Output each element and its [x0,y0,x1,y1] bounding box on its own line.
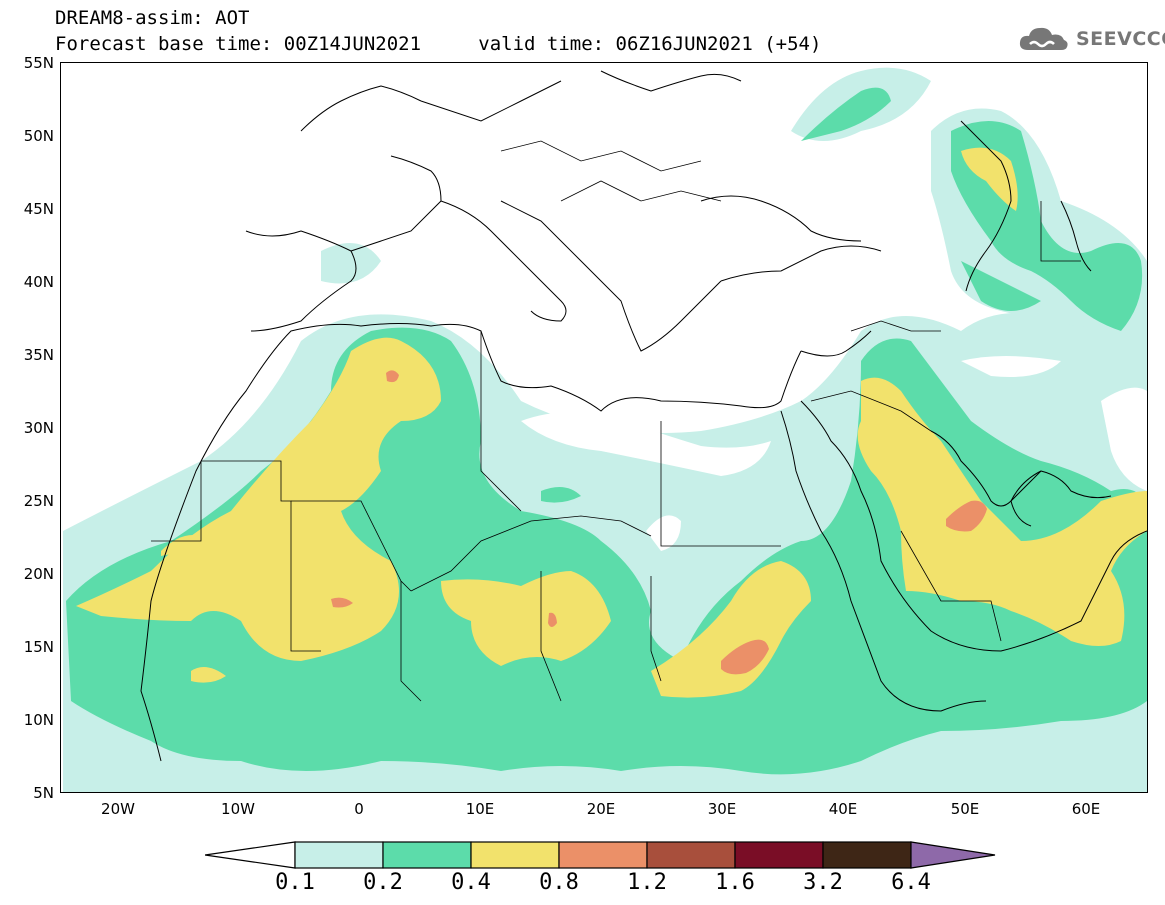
colorbar [205,841,996,869]
valid-time-label: valid time: 06Z16JUN2021 (+54) [478,33,822,55]
colorbar-swatch-6 [734,841,824,869]
time-info: Forecast base time: 00Z14JUN2021 valid t… [55,34,821,54]
colorbar-label: 0.1 [275,870,315,895]
logo-text: SEEVCCC [1076,28,1165,50]
colorbar-swatch-4 [558,841,648,869]
lat-label-25n: 25N [23,492,54,510]
lon-label-10w: 10W [221,800,255,818]
lon-label-40e: 40E [828,800,858,818]
aot-map [61,63,1147,792]
seevccc-logo: SEEVCCC [1018,24,1165,54]
colorbar-label: 1.6 [715,870,755,895]
lat-label-20n: 20N [23,565,54,583]
colorbar-label: 6.4 [891,870,931,895]
aot-contour-0.4 [76,147,1147,698]
colorbar-swatch-5 [646,841,736,869]
lat-label-50n: 50N [23,127,54,145]
lat-label-10n: 10N [23,711,54,729]
colorbar-label: 0.4 [451,870,491,895]
base-time-label: Forecast base time: 00Z14JUN2021 [55,33,422,55]
colorbar-label: 3.2 [803,870,843,895]
coastlines [140,70,1147,762]
colorbar-swatch-3 [470,841,560,869]
lat-label-40n: 40N [23,273,54,291]
colorbar-label: 1.2 [627,870,667,895]
lat-label-5n: 5N [33,784,54,802]
lat-label-30n: 30N [23,419,54,437]
lon-label-30e: 30E [707,800,737,818]
lat-label-55n: 55N [23,54,54,72]
lon-label-10e: 10E [465,800,495,818]
map-panel [60,62,1148,793]
lat-label-35n: 35N [23,346,54,364]
lon-label-60e: 60E [1071,800,1101,818]
aot-contour-0.8 [331,370,987,675]
lon-label-20w: 20W [101,800,135,818]
colorbar-swatch-7 [822,841,912,869]
lon-label-20e: 20E [586,800,616,818]
map-title: DREAM8-assim: AOT [55,7,250,29]
colorbar-swatch-1 [294,841,384,869]
aot-clear-areas [521,356,1147,551]
country-borders [151,140,1081,702]
colorbar-over-arrow [910,841,996,869]
colorbar-label: 0.8 [539,870,579,895]
lat-label-45n: 45N [23,200,54,218]
colorbar-under-arrow [205,841,296,869]
colorbar-swatch-2 [382,841,472,869]
lat-label-15n: 15N [23,638,54,656]
lon-label-50e: 50E [950,800,980,818]
lon-label-0: 0 [354,800,364,818]
colorbar-label: 0.2 [363,870,403,895]
cloud-icon [1019,27,1068,50]
